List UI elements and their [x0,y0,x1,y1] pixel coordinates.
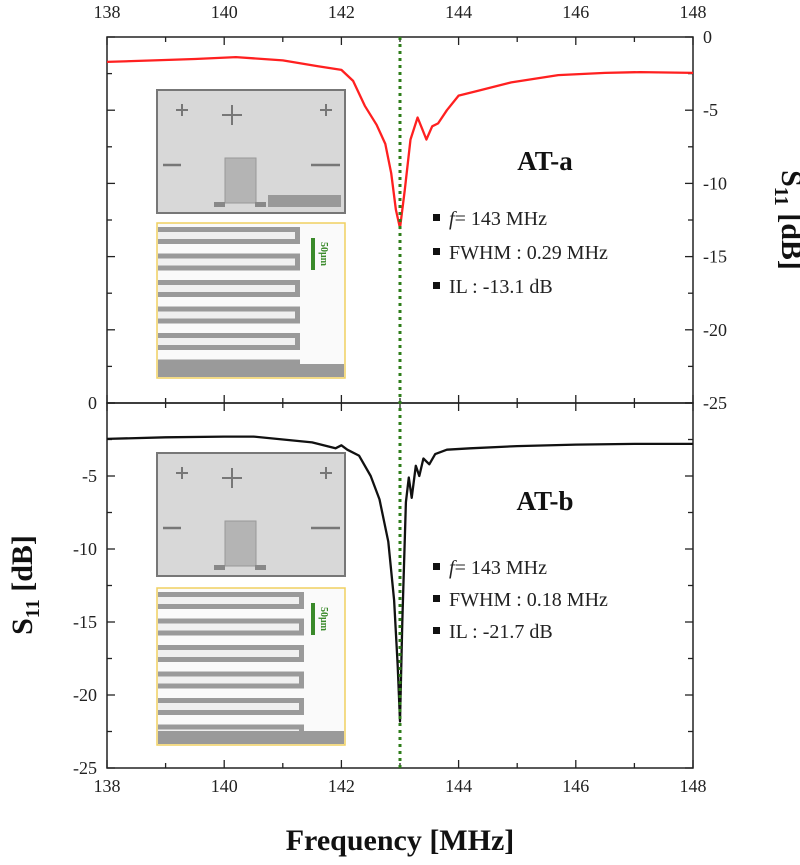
bullet [433,627,440,634]
electrode-finger-image [156,587,346,746]
x-tick-label: 138 [94,2,121,22]
device-overview-image [156,89,346,214]
bullet [433,214,440,221]
y-axis-label-left: S11 [dB] [6,535,44,635]
bullet [433,282,440,289]
annotation-fwhm: FWHM : 0.29 MHz [449,242,608,264]
x-tick-label: 138 [94,776,121,796]
sem-inset-at-b: 50μm [156,452,346,746]
y-tick-label: -20 [703,320,727,340]
y-tick-label: -20 [73,685,97,705]
sem-insets: 50μm 50μm [156,89,346,746]
annotation-at-a: f= 143 MHz FWHM : 0.29 MHz IL : -13.1 dB [433,208,608,298]
y-tick-label: -10 [703,173,727,193]
x-tick-label: 146 [562,2,589,22]
scale-bar-label: 50μm [318,607,329,632]
scale-bar-label: 50μm [318,242,329,267]
annotation-f: f= 143 MHz [449,208,547,230]
bullet [433,248,440,255]
scale-bar [311,603,315,635]
x-tick-label: 144 [445,776,472,796]
y-axis-label-right: S11 [dB] [770,170,800,270]
x-tick-label: 146 [562,776,589,796]
y-tick-label: -5 [82,466,97,486]
y-tick-label: -25 [703,393,727,413]
y-tick-label: 0 [88,393,97,413]
annotation-at-b: f= 143 MHz FWHM : 0.18 MHz IL : -21.7 dB [433,557,608,643]
x-tick-label: 148 [680,776,707,796]
scale-bar [311,238,315,270]
y-tick-label: -5 [703,100,718,120]
sem-inset-at-a: 50μm [156,89,346,379]
x-tick-label: 142 [328,776,355,796]
y-tick-label: -15 [703,247,727,267]
y-tick-label: -25 [73,758,97,778]
y-tick-label: -10 [73,539,97,559]
bullet [433,563,440,570]
s11-curve-at-b [106,435,693,723]
annotation-il: IL : -13.1 dB [449,276,553,298]
x-tick-label: 148 [680,2,707,22]
y-tick-label: -15 [73,612,97,632]
electrode-finger-image [156,222,346,379]
x-tick-label: 140 [211,776,238,796]
annotation-f: f= 143 MHz [449,557,547,579]
x-tick-label: 140 [211,2,238,22]
x-tick-label: 144 [445,2,472,22]
curves [106,55,694,723]
x-tick-label: 142 [328,2,355,22]
y-tick-label: 0 [703,27,712,47]
bullet [433,595,440,602]
annotation-il: IL : -21.7 dB [449,621,553,643]
x-axis-label: Frequency [MHz] [286,824,515,857]
panel-title-at-b: AT-b [516,486,573,516]
annotation-fwhm: FWHM : 0.18 MHz [449,589,608,611]
panel-title-at-a: AT-a [517,146,573,176]
